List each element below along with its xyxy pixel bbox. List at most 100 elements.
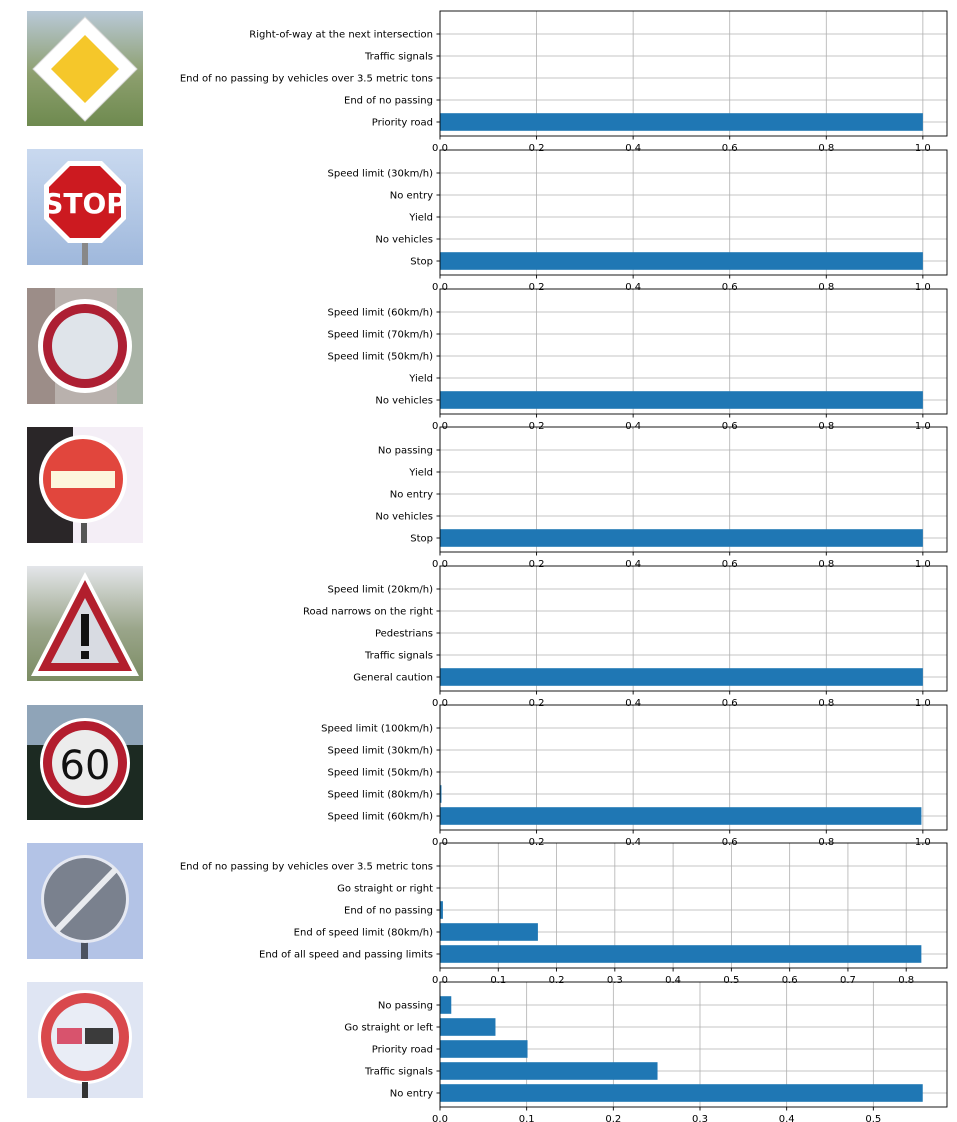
x-tick-label: 0.2	[529, 559, 545, 570]
x-tick-label: 0.0	[432, 698, 448, 709]
x-tick-label: 0.8	[818, 282, 834, 293]
y-tick-label: Priority road	[372, 1045, 433, 1056]
x-tick-label: 0.1	[490, 975, 506, 986]
prediction-chart-2: 0.0 0.2 0.4 0.6 0.8 1.0 Stop No vehicles Yield No…	[328, 149, 948, 293]
x-tick-label: 0.4	[625, 421, 641, 432]
y-tick-label: End of no passing	[344, 96, 433, 107]
y-tick-label: Speed limit (100km/h)	[321, 724, 433, 735]
bar	[440, 1040, 528, 1058]
bar	[440, 529, 923, 547]
y-tick-label: Speed limit (30km/h)	[328, 169, 434, 180]
y-tick-label: Road narrows on the right	[303, 607, 433, 618]
no-passing-heavy-vehicles-sign-image	[27, 982, 143, 1098]
x-tick-label: 0.4	[779, 1114, 795, 1122]
y-tick-label: No passing	[378, 446, 433, 457]
svg-text:60: 60	[60, 743, 111, 789]
priority-road-sign-image	[27, 11, 143, 126]
x-tick-label: 1.0	[915, 143, 931, 154]
bar	[440, 901, 443, 919]
y-tick-label: No entry	[390, 1089, 433, 1100]
bar	[440, 668, 923, 686]
x-tick-label: 0.2	[549, 975, 565, 986]
y-tick-label: No vehicles	[375, 235, 433, 246]
y-tick-label: No passing	[378, 1001, 433, 1012]
x-tick-label: 0.1	[519, 1114, 535, 1122]
x-tick-label: 0.6	[722, 143, 738, 154]
y-tick-label: Pedestrians	[375, 629, 433, 640]
x-tick-label: 0.3	[607, 975, 623, 986]
y-tick-label: Speed limit (50km/h)	[328, 352, 434, 363]
axes-frame	[439, 288, 948, 415]
axes-frame	[439, 426, 948, 553]
axes-frame	[439, 10, 948, 137]
svg-text:STOP: STOP	[43, 187, 127, 220]
x-tick-label: 0.2	[605, 1114, 621, 1122]
x-tick-label: 0.2	[529, 282, 545, 293]
x-tick-label: 0.4	[625, 698, 641, 709]
x-tick-label: 0.8	[818, 143, 834, 154]
x-tick-label: 0.5	[865, 1114, 881, 1122]
y-tick-label: Traffic signals	[364, 52, 433, 63]
x-tick-label: 0.8	[818, 421, 834, 432]
x-tick-label: 0.4	[625, 143, 641, 154]
axes-frame	[439, 565, 948, 692]
x-tick-label: 0.8	[818, 698, 834, 709]
x-tick-label: 0.6	[722, 698, 738, 709]
prediction-chart-1: 0.0 0.2 0.4 0.6 0.8 1.0 Priority road End of no…	[180, 10, 948, 154]
x-tick-label: 0.4	[665, 975, 681, 986]
x-tick-label: 0.3	[692, 1114, 708, 1122]
x-tick-label: 0.0	[432, 837, 448, 848]
x-tick-label: 0.6	[722, 559, 738, 570]
x-tick-label: 0.5	[723, 975, 739, 986]
x-tick-label: 0.2	[529, 143, 545, 154]
x-tick-label: 0.6	[782, 975, 798, 986]
bar	[440, 807, 922, 825]
x-tick-label: 0.0	[432, 143, 448, 154]
x-tick-label: 0.7	[840, 975, 856, 986]
speed-limit-60-sign-image: 60	[27, 705, 143, 820]
prediction-chart-3: 0.0 0.2 0.4 0.6 0.8 1.0 No vehicles Yield Speed …	[328, 288, 948, 432]
y-tick-label: Traffic signals	[364, 651, 433, 662]
y-tick-label: Stop	[410, 257, 433, 268]
x-tick-label: 0.8	[898, 975, 914, 986]
x-tick-label: 1.0	[915, 282, 931, 293]
bar	[440, 113, 923, 131]
y-tick-label: End of all speed and passing limits	[259, 950, 433, 961]
x-tick-label: 0.8	[818, 837, 834, 848]
y-tick-label: Go straight or left	[344, 1023, 433, 1034]
bar	[440, 923, 538, 941]
x-tick-label: 0.6	[722, 282, 738, 293]
x-tick-label: 0.2	[529, 698, 545, 709]
bar	[440, 785, 442, 803]
axes-frame	[439, 704, 948, 831]
y-tick-label: Speed limit (60km/h)	[328, 812, 434, 823]
x-tick-label: 0.6	[722, 421, 738, 432]
prediction-chart-8: 0.0 0.1 0.2 0.3 0.4 0.5 No entry Traffic signal…	[344, 981, 948, 1122]
x-tick-label: 0.0	[432, 421, 448, 432]
y-tick-label: Priority road	[372, 118, 433, 129]
prediction-chart-4: 0.0 0.2 0.4 0.6 0.8 1.0 Stop No vehicles No entr…	[375, 426, 948, 570]
x-tick-label: 0.8	[818, 559, 834, 570]
y-tick-label: Yield	[408, 374, 433, 385]
no-vehicles-sign-image	[27, 288, 143, 404]
prediction-chart-6: 0.0 0.2 0.4 0.6 0.8 1.0 Speed limit (60km/h) Sp…	[321, 704, 948, 848]
x-tick-label: 0.4	[625, 837, 641, 848]
bar	[440, 945, 922, 963]
y-tick-label: End of no passing by vehicles over 3.5 m…	[180, 862, 433, 873]
y-tick-label: End of speed limit (80km/h)	[294, 928, 433, 939]
bar	[440, 391, 923, 409]
y-tick-label: Speed limit (30km/h)	[328, 746, 434, 757]
axes-frame	[439, 842, 948, 969]
charts-layer: 0.0 0.2 0.4 0.6 0.8 1.0 Priority road End of no…	[180, 10, 948, 1122]
y-tick-label: Traffic signals	[364, 1067, 433, 1078]
y-tick-label: No entry	[390, 191, 433, 202]
x-tick-label: 0.2	[529, 837, 545, 848]
x-tick-label: 1.0	[915, 698, 931, 709]
y-tick-label: Right-of-way at the next intersection	[249, 30, 433, 41]
x-tick-label: 1.0	[915, 421, 931, 432]
x-tick-label: 0.0	[432, 559, 448, 570]
y-tick-label: Yield	[408, 468, 433, 479]
bar	[440, 1084, 923, 1102]
x-tick-label: 1.0	[915, 837, 931, 848]
